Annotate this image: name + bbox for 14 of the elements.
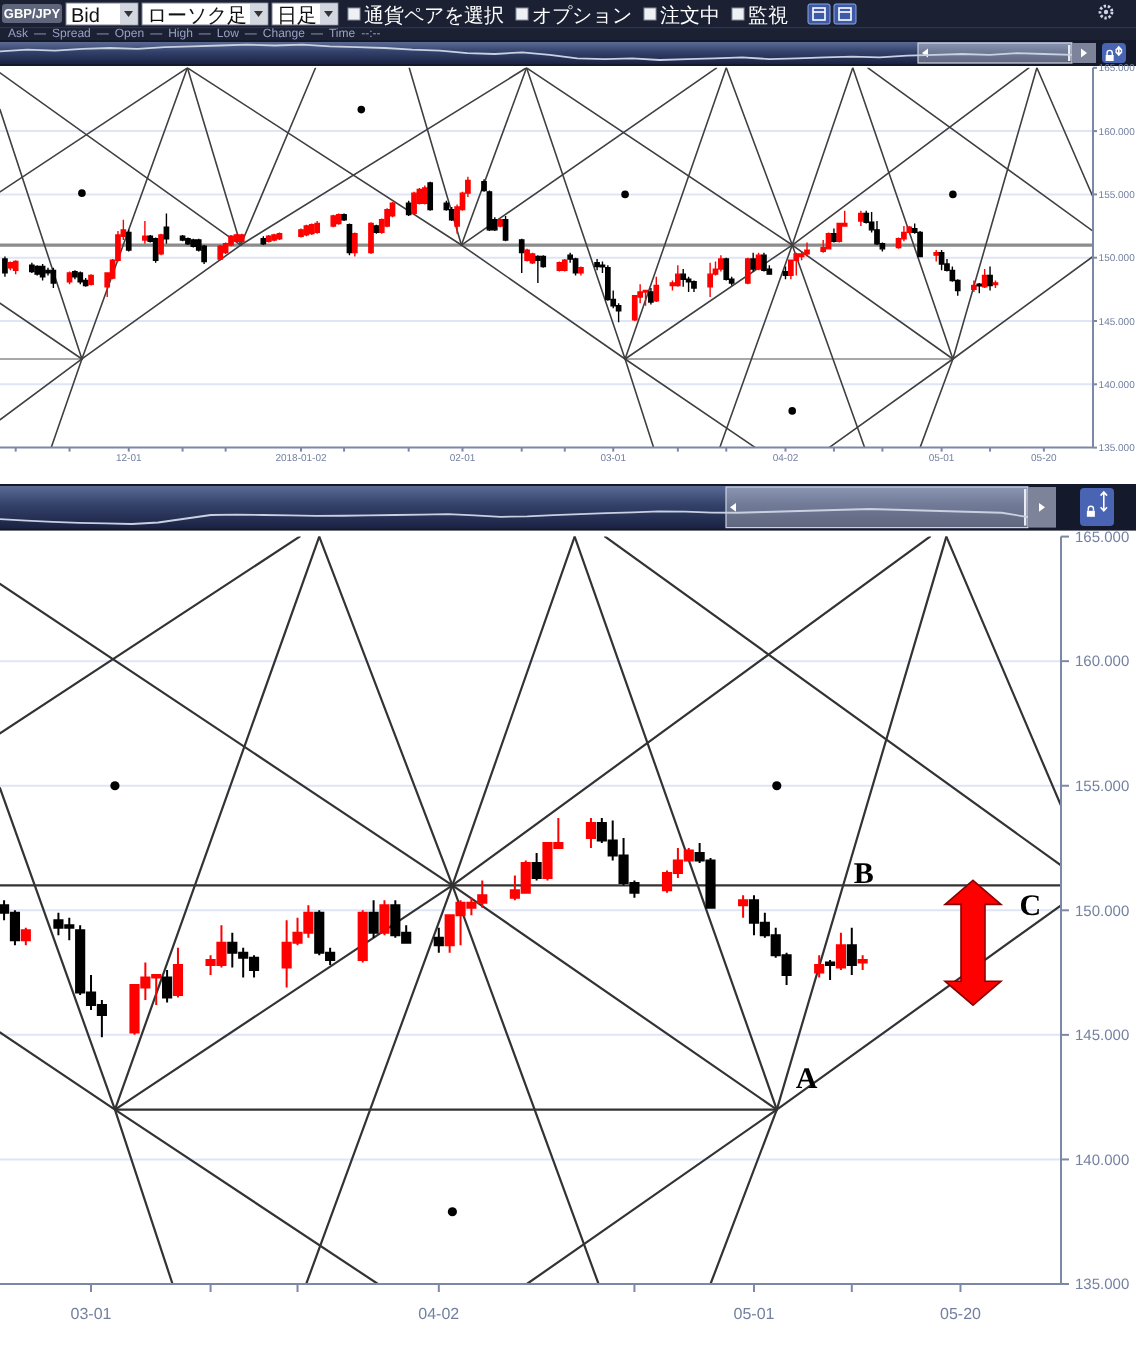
text: ローソク足 [147,6,247,28]
annotation: A [795,1063,818,1096]
annotation: C [1019,890,1042,923]
x-tick-label: 03-01 [70,1305,113,1323]
text: 日足 [277,6,317,28]
x-tick-label: 05-01 [733,1305,776,1323]
x-tick-label: 05-20 [940,1305,983,1323]
text: オプション [532,4,632,28]
text: 注文中 [660,4,720,28]
annotation: B [853,858,874,891]
x-tick-label: 04-02 [418,1305,461,1323]
text: 通貨ペアを選択 [364,4,504,28]
text: Bid [71,6,100,28]
text: 監視 [748,4,788,28]
